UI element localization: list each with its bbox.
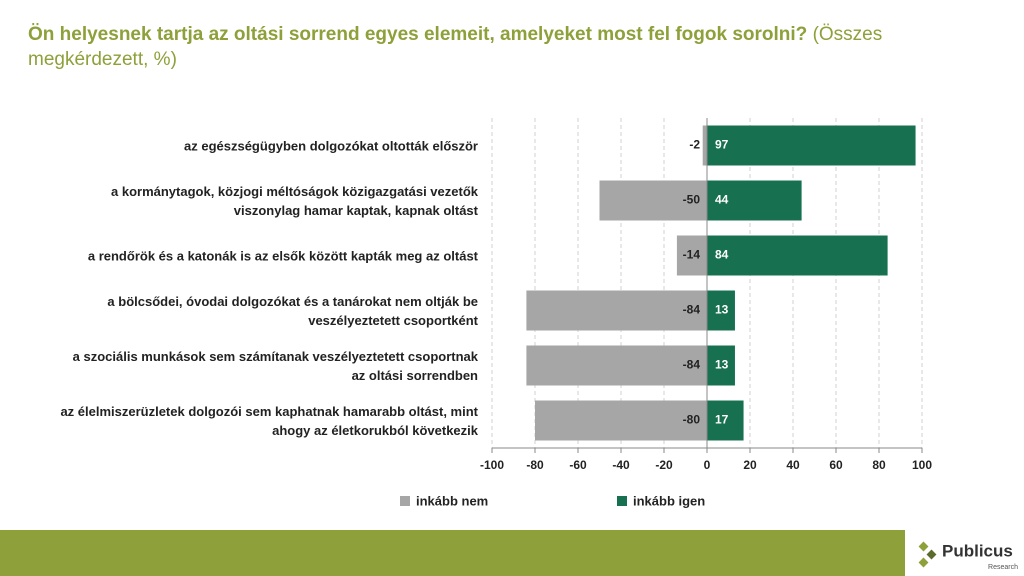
x-tick-label: -80: [526, 458, 544, 472]
x-tick-label: 20: [743, 458, 757, 472]
bar: [676, 235, 707, 276]
bar: [535, 400, 707, 441]
bar: [707, 235, 888, 276]
legend-label: inkább igen: [633, 493, 705, 508]
bar: [707, 180, 802, 221]
legend-label: inkább nem: [416, 493, 488, 508]
x-tick-label: -20: [655, 458, 673, 472]
x-tick-label: 0: [704, 458, 711, 472]
legend-swatch: [400, 496, 410, 506]
data-label: -84: [683, 358, 701, 372]
data-label: -2: [689, 138, 700, 152]
data-label: -50: [683, 193, 701, 207]
data-label: 13: [715, 358, 729, 372]
logo-sub: Research: [988, 564, 1018, 571]
bar: [707, 125, 916, 166]
data-label: 13: [715, 303, 729, 317]
x-tick-label: 60: [829, 458, 843, 472]
bar: [599, 180, 707, 221]
x-tick-label: 80: [872, 458, 886, 472]
category-label: a rendőrök és a katonák is az elsők közö…: [87, 248, 478, 263]
title-block: Ön helyesnek tartja az oltási sorrend eg…: [28, 22, 988, 72]
logo-icon: [918, 541, 937, 568]
data-label: 84: [715, 248, 729, 262]
chart-subtitle: (Összes megkérdezett, %): [28, 24, 883, 70]
x-tick-label: -60: [569, 458, 587, 472]
footer-band: [0, 530, 905, 576]
x-tick-label: 40: [786, 458, 800, 472]
chart-title: Ön helyesnek tartja az oltási sorrend eg…: [28, 24, 808, 45]
legend-swatch: [617, 496, 627, 506]
data-label: 44: [715, 193, 729, 207]
bar: [526, 345, 707, 386]
bar: [707, 290, 735, 331]
category-label: a bölcsődei, óvodai dolgozókat és a taná…: [107, 293, 478, 328]
x-tick-label: 100: [912, 458, 932, 472]
x-tick-label: -100: [480, 458, 504, 472]
data-label: -14: [683, 248, 701, 262]
bar: [707, 345, 735, 386]
logo-name: Publicus: [942, 541, 1013, 560]
category-label: az egészségügyben dolgozókat oltották el…: [184, 138, 478, 153]
data-label: -84: [683, 303, 701, 317]
bar: [702, 125, 707, 166]
data-label: 17: [715, 413, 729, 427]
data-label: -80: [683, 413, 701, 427]
category-label: a kormánytagok, közjogi méltóságok közig…: [111, 183, 478, 218]
category-label: az élelmiszerüzletek dolgozói sem kaphat…: [60, 403, 478, 438]
x-tick-label: -40: [612, 458, 630, 472]
bar: [526, 290, 707, 331]
data-label: 97: [715, 138, 729, 152]
bar: [707, 400, 744, 441]
category-label: a szociális munkások sem számítanak vesz…: [72, 348, 478, 383]
